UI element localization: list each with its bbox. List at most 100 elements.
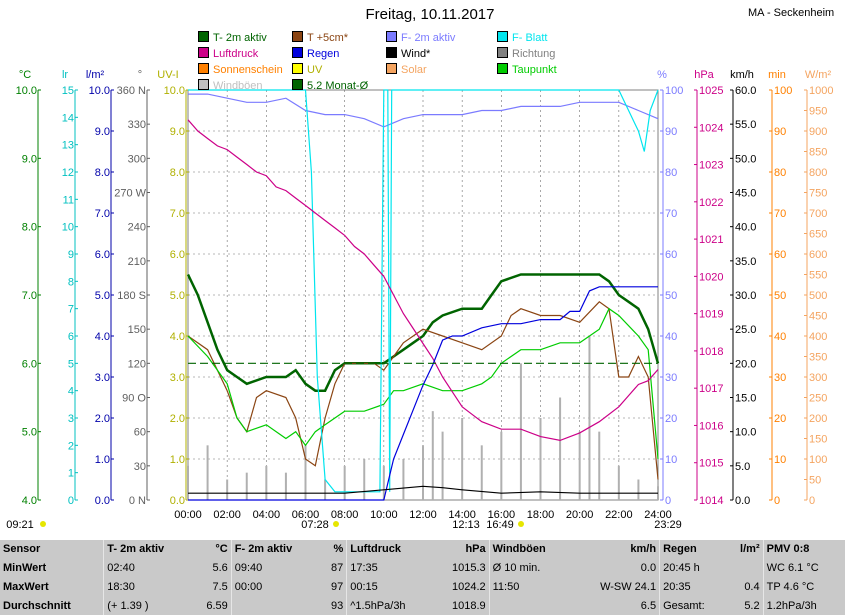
rain-axis-tick-label: 5.0 <box>95 290 110 302</box>
x-tick-label: 06:00 <box>292 509 320 521</box>
stats-cell: 1018.9 <box>451 599 486 612</box>
solar-axis-tick-label: 450 <box>809 311 827 323</box>
stats-cell: 17:35 <box>346 558 434 578</box>
legend-swatch <box>198 63 209 74</box>
min-axis-tick-label: 0 <box>774 495 780 507</box>
rain-axis-tick-label: 4.0 <box>95 331 110 343</box>
lr-axis-tick-label: 3 <box>68 413 74 425</box>
legend-swatch <box>386 31 397 42</box>
stats-header-hum-unit: % <box>333 543 344 556</box>
hum-axis-tick-label: 20 <box>665 413 677 425</box>
wind-axis-tick-label: 40.0 <box>735 222 756 234</box>
solar-axis-tick-label: 50 <box>809 475 821 487</box>
stats-cell: 0.0 <box>640 562 657 575</box>
stats-cell: Gesamt: <box>659 596 727 615</box>
stats-cell: 5.6 <box>212 562 228 575</box>
legend-label: Regen <box>307 48 340 60</box>
legend-label: F- 2m aktiv <box>401 32 456 44</box>
wind-axis-tick-label: 10.0 <box>735 427 756 439</box>
stats-header-temp-unit: °C <box>215 543 228 556</box>
min-axis-tick-label: 80 <box>774 167 786 179</box>
solar-axis-tick-label: 400 <box>809 331 827 343</box>
statistics-table: Sensor T- 2m aktiv °C F- 2m aktiv % Luft… <box>0 540 845 615</box>
press-axis-tick-label: 1016 <box>699 420 723 432</box>
rain-axis-tick-label: 10.0 <box>89 85 110 97</box>
wind-axis-tick-label: 50.0 <box>735 153 756 165</box>
uv-axis-tick-label: 3.0 <box>170 372 185 384</box>
solar-axis-tick-label: 250 <box>809 393 827 405</box>
stats-header-pmv: PMV 0:8 <box>762 540 845 559</box>
legend-item: T- 2m aktiv <box>198 31 267 45</box>
stats-cell: TP 4.6 °C <box>762 577 845 597</box>
stats-cell: Durchschnitt <box>3 599 71 612</box>
chart-grid <box>187 89 659 501</box>
lr-axis-tick-label: 7 <box>68 304 74 316</box>
dir-axis-tick-label: 270 W <box>114 188 146 200</box>
legend-item: Richtung <box>497 47 555 61</box>
uv-axis-tick-label: 7.0 <box>170 208 185 220</box>
wind-axis-tick-label: 45.0 <box>735 188 756 200</box>
stats-header-rain-unit: l/m² <box>740 543 760 556</box>
temp-axis-unit: °C <box>19 69 31 81</box>
legend-swatch <box>198 79 209 90</box>
rain-axis-tick-label: 2.0 <box>95 413 110 425</box>
chart-bars <box>187 336 659 500</box>
temp-axis-tick-label: 4.0 <box>22 495 37 507</box>
stats-cell: 1024.2 <box>451 580 486 593</box>
event-moonrise: 23:29 <box>654 519 682 531</box>
wind-axis-tick-label: 60.0 <box>735 85 756 97</box>
legend-label: T- 2m aktiv <box>213 32 267 44</box>
dir-axis-tick-label: 0 N <box>129 495 146 507</box>
stats-cell: 00:00 <box>230 577 321 597</box>
stats-header-temp: T- 2m aktiv <box>103 540 193 559</box>
lr-axis-tick-label: 13 <box>62 140 74 152</box>
solar-axis-tick-label: 700 <box>809 208 827 220</box>
stats-row-max: MaxWert 18:30 7.5 00:00 97 00:15 1024.2 11:… <box>0 577 845 597</box>
dir-axis-tick-label: 180 S <box>117 290 146 302</box>
press-axis-tick-label: 1019 <box>699 309 723 321</box>
x-tick-label: 08:00 <box>331 509 359 521</box>
legend-label: UV <box>307 64 323 76</box>
legend-item: 5.2 Monat-Ø <box>292 79 368 93</box>
lr-axis-tick-label: 0 <box>68 495 74 507</box>
rain-axis-tick-label: 0.0 <box>95 495 110 507</box>
legend-swatch <box>292 63 303 74</box>
stats-cell: 20:35 <box>659 577 727 597</box>
stats-cell: 18:30 <box>103 577 193 597</box>
uv-axis-unit: UV-I <box>157 69 178 81</box>
uv-axis-tick-label: 4.0 <box>170 331 185 343</box>
x-tick-label: 10:00 <box>370 509 398 521</box>
rain-axis-tick-label: 3.0 <box>95 372 110 384</box>
moon-icon <box>40 521 46 527</box>
solar-axis-tick-label: 850 <box>809 147 827 159</box>
min-axis-tick-label: 70 <box>774 208 786 220</box>
stats-cell: MinWert <box>3 562 47 575</box>
wind-axis-tick-label: 30.0 <box>735 290 756 302</box>
legend-swatch <box>497 31 508 42</box>
legend-label: F- Blatt <box>512 32 548 44</box>
temp-axis-tick-label: 8.0 <box>22 222 37 234</box>
dir-axis-tick-label: 120 <box>128 358 146 370</box>
rain-axis-tick-label: 8.0 <box>95 167 110 179</box>
solar-axis-tick-label: 0 <box>809 495 815 507</box>
press-axis-tick-label: 1018 <box>699 346 723 358</box>
dir-axis-tick-label: 360 N <box>117 85 146 97</box>
legend-swatch <box>292 79 303 90</box>
stats-cell: 87 <box>330 562 344 575</box>
press-axis-tick-label: 1021 <box>699 234 723 246</box>
stats-cell: 0.4 <box>744 580 760 593</box>
solar-axis-tick-label: 1000 <box>809 85 833 97</box>
legend-swatch <box>198 47 209 58</box>
chart-axes: 10.09.08.07.06.05.04.0°C1514131211109876… <box>16 69 834 507</box>
press-axis-tick-label: 1022 <box>699 197 723 209</box>
dir-axis-tick-label: 90 O <box>122 393 146 405</box>
rain-axis-tick-label: 7.0 <box>95 208 110 220</box>
event-markers: 09:21 07:28 12:13 16:49 23:29 <box>6 519 682 531</box>
stats-header-sensor: Sensor <box>3 543 41 556</box>
x-tick-label: 02:00 <box>213 509 241 521</box>
dir-axis-unit: ° <box>138 69 142 81</box>
uv-axis-tick-label: 0.0 <box>170 495 185 507</box>
stats-cell: 09:40 <box>230 558 321 578</box>
x-tick-label: 12:00 <box>409 509 437 521</box>
event-noon: 12:13 <box>452 519 480 531</box>
